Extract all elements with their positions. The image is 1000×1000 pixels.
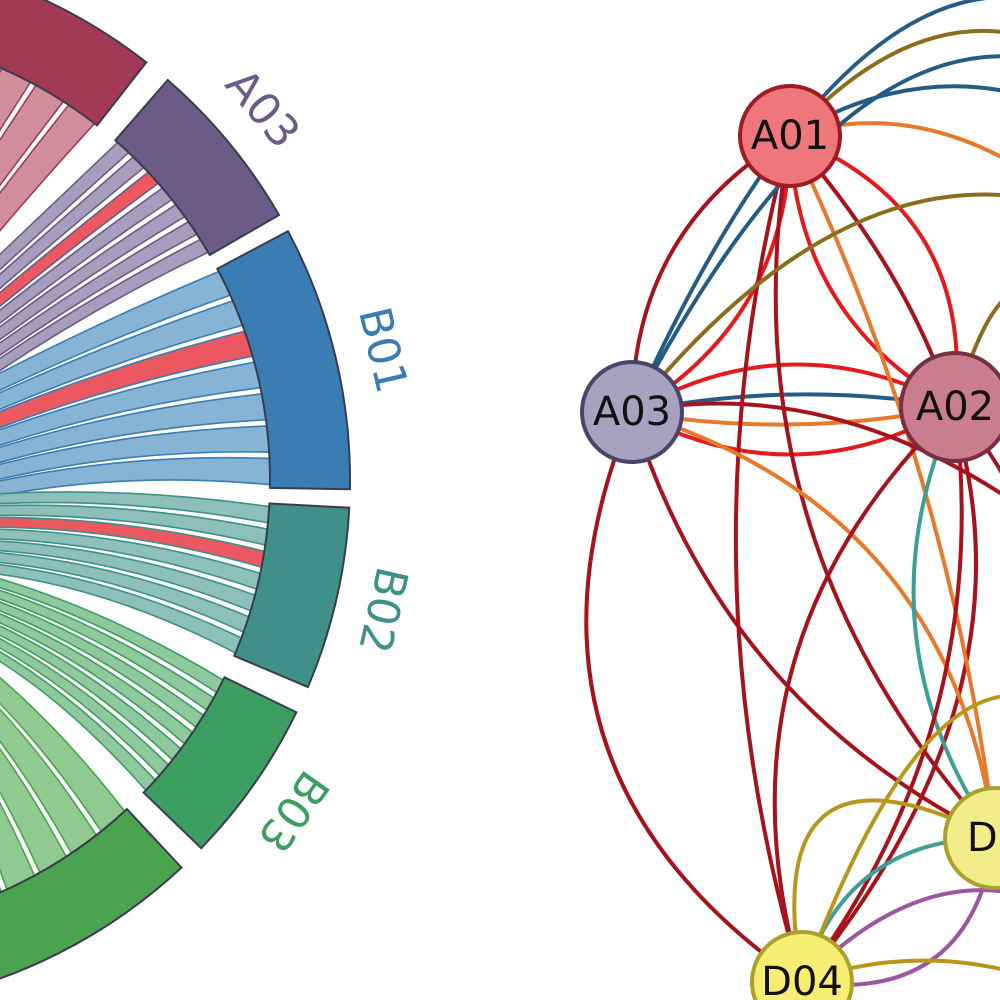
edge-a02-d0x bbox=[953, 405, 1000, 839]
chord-ribbon-b02 bbox=[0, 563, 243, 655]
chord-arc-b03 bbox=[142, 675, 298, 850]
node-label-a02: A02 bbox=[916, 384, 994, 430]
node-circle-a01 bbox=[738, 84, 842, 188]
chord-ribbon-b01 bbox=[0, 330, 254, 429]
edge-d04-external bbox=[800, 694, 1000, 983]
edge-a02-d04 bbox=[800, 406, 964, 984]
chord-ribbon-b02 bbox=[0, 552, 250, 634]
chord-ribbon-a02 bbox=[0, 84, 65, 187]
edge-a02-d04 bbox=[772, 405, 957, 983]
chord-arc-b01 bbox=[215, 229, 351, 491]
edge-a03-d0x bbox=[631, 410, 997, 839]
chord-ribbon-b03 bbox=[0, 637, 170, 777]
node-label-d04: D04 bbox=[761, 959, 843, 1000]
chord-arc-c01 bbox=[0, 807, 183, 980]
chord-ribbon-a03 bbox=[0, 141, 130, 271]
chord-ribbon-a03 bbox=[0, 238, 210, 372]
chord-ribbon-a03 bbox=[0, 203, 187, 341]
chord-ribbon-c01 bbox=[0, 801, 36, 891]
chord-ribbon-b03 bbox=[0, 650, 157, 792]
node-circle-d0x bbox=[943, 786, 1000, 890]
node-circle-a03 bbox=[580, 360, 684, 464]
node-a02: A02 bbox=[899, 351, 1000, 463]
chord-ribbon-b01 bbox=[0, 393, 267, 464]
chord-label-b01: B01 bbox=[348, 302, 417, 397]
chord-ribbon-b02 bbox=[0, 504, 269, 547]
edge-a01-d04 bbox=[733, 135, 804, 983]
chord-ribbon-b02 bbox=[0, 491, 271, 524]
chord-arc-a03 bbox=[113, 78, 281, 257]
chord-ribbon-b01 bbox=[0, 456, 271, 497]
chord-ribbon-b03 bbox=[0, 589, 215, 712]
chord-ribbon-a03 bbox=[0, 171, 160, 308]
edge-a02-d0x bbox=[911, 406, 997, 840]
chord-ribbon-b02 bbox=[0, 516, 266, 569]
chord-arc-a02 bbox=[0, 0, 148, 127]
chord-ribbon-b03 bbox=[0, 578, 225, 694]
edge-a03-external bbox=[630, 192, 1000, 414]
chord-ribbon-a03 bbox=[0, 186, 174, 325]
chord-ribbon-a02 bbox=[0, 67, 32, 132]
node-a01: A01 bbox=[738, 84, 842, 188]
chord-ribbon-b01 bbox=[0, 299, 244, 411]
edge-a03-external bbox=[631, 401, 1000, 496]
chord-ribbon-c01 bbox=[0, 676, 126, 833]
chord-ribbon-b01 bbox=[0, 425, 270, 480]
chord-label-b02: B02 bbox=[348, 562, 417, 657]
chord-ribbons bbox=[0, 67, 271, 894]
chord-ribbon-b03 bbox=[0, 613, 194, 745]
chord-ribbon-a03 bbox=[0, 220, 199, 357]
node-label-a03: A03 bbox=[593, 389, 671, 435]
chord-ribbon-c01 bbox=[0, 708, 98, 855]
edge-a01-d04 bbox=[788, 134, 978, 984]
edge-a03-d0x bbox=[630, 411, 996, 840]
chord-label-b03: B03 bbox=[247, 761, 338, 861]
edge-a03-d04 bbox=[584, 411, 804, 984]
chord-ribbon-b01 bbox=[0, 361, 262, 447]
chord-ribbon-b01 bbox=[0, 270, 232, 392]
edge-d04-d0x bbox=[792, 798, 996, 983]
chord-ribbon-b03 bbox=[0, 625, 182, 762]
node-a03: A03 bbox=[580, 360, 684, 464]
chord-ribbon-b02 bbox=[0, 540, 256, 612]
node-label-d0x: D0 bbox=[967, 815, 1000, 861]
chord-ribbon-a03 bbox=[0, 155, 146, 290]
node-circle-d04 bbox=[750, 930, 854, 1000]
chord-ribbon-c01 bbox=[0, 747, 68, 874]
node-circle-a02 bbox=[899, 351, 1000, 463]
chord-ribbon-b03 bbox=[0, 601, 205, 729]
node-d0x: D0 bbox=[943, 786, 1000, 890]
node-label-a01: A01 bbox=[751, 113, 829, 159]
chord-ribbon-a02 bbox=[0, 103, 96, 232]
network-nodes: A01 A02 A03 D0 D04 bbox=[580, 84, 1000, 1000]
chord-ribbon-b02 bbox=[0, 528, 262, 591]
node-d04: D04 bbox=[750, 930, 854, 1000]
edge-a03-external bbox=[630, 0, 988, 413]
chord-arc-b02 bbox=[232, 502, 351, 689]
